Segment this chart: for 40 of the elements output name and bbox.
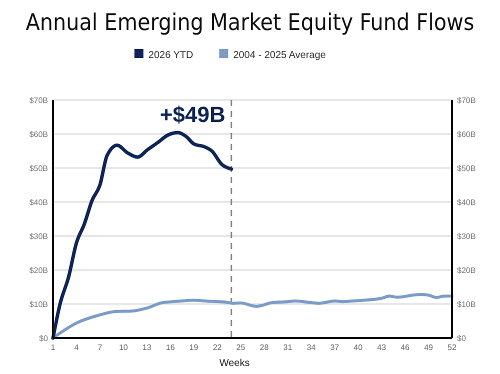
x-tick-label: 19 (189, 343, 199, 352)
y2-tick-label: $40B (457, 198, 476, 207)
x-tick-label: 7 (98, 343, 103, 352)
y2-tick-label: $20B (457, 266, 476, 275)
x-tick-label: 31 (283, 343, 293, 352)
y-tick-label: $10B (29, 300, 48, 309)
x-tick-label: 40 (354, 343, 364, 352)
chart-title: Annual Emerging Market Equity Fund Flows (26, 10, 474, 36)
y2-tick-label: $10B (457, 300, 476, 309)
y-tick-label: $60B (29, 130, 48, 139)
x-tick-label: 16 (166, 343, 176, 352)
x-tick-label: 22 (212, 343, 222, 352)
x-tick-label: 52 (448, 343, 457, 352)
annotation: +$49B (160, 102, 226, 127)
x-tick-label: 28 (260, 343, 270, 352)
line-series (51, 130, 234, 340)
y2-tick-label: $60B (457, 130, 476, 139)
legend-label: 2004 - 2025 Average (233, 50, 326, 61)
y-tick-label: $20B (29, 266, 48, 275)
x-tick-label: 34 (306, 343, 316, 352)
x-tick-label: 46 (400, 343, 410, 352)
y2-tick-label: $70B (457, 96, 476, 105)
y2-tick-label: $0 (457, 334, 466, 343)
x-tick-label: 37 (330, 343, 340, 352)
y2-tick-label: $50B (457, 164, 476, 173)
x-tick-label: 13 (142, 343, 152, 352)
y-tick-label: $70B (29, 96, 48, 105)
x-tick-label: 25 (236, 343, 246, 352)
legend-label: 2026 YTD (148, 50, 194, 61)
x-tick-label: 1 (50, 343, 56, 352)
x-tick-label: 49 (424, 343, 434, 352)
x-tick-label: 4 (74, 343, 80, 352)
y-tick-label: $50B (29, 164, 48, 173)
y2-tick-label: $30B (457, 232, 476, 241)
y-tick-label: $0 (39, 334, 49, 343)
y-tick-label: $40B (29, 198, 48, 207)
x-tick-label: 43 (377, 343, 387, 352)
x-tick-label: 10 (118, 343, 128, 352)
y-tick-label: $30B (29, 232, 48, 241)
x-axis-title: Weeks (219, 358, 250, 369)
